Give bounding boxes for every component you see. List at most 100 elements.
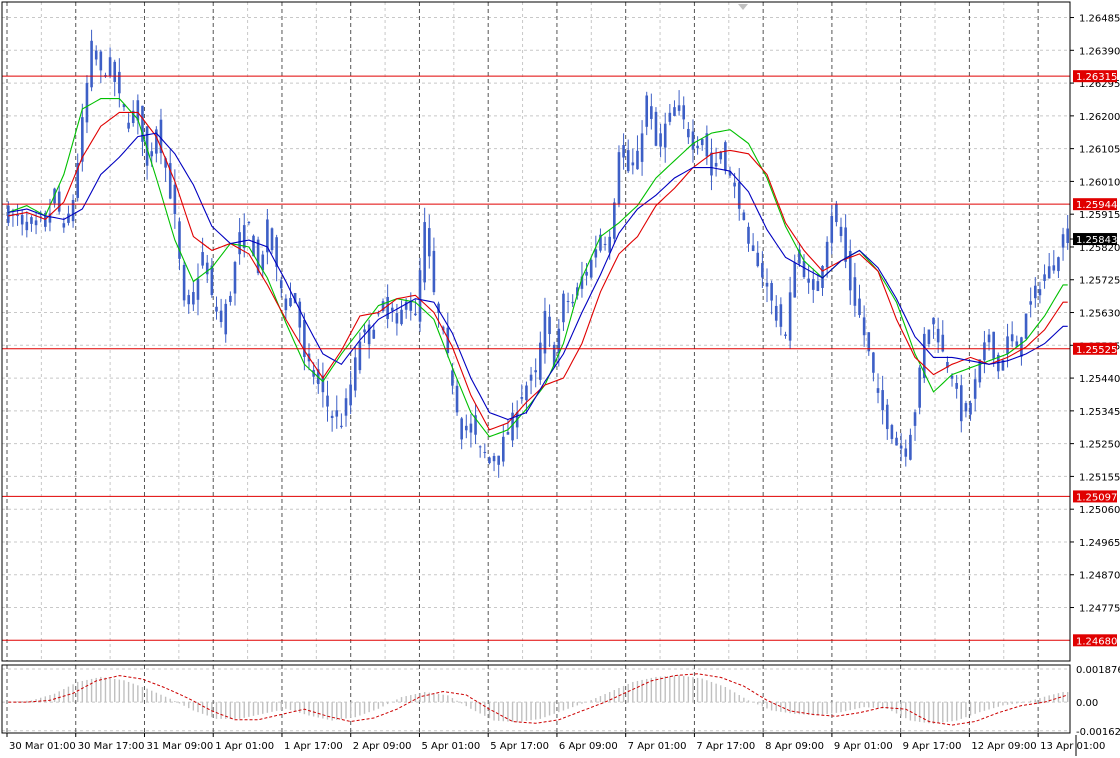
- candle-body: [557, 328, 561, 354]
- candle-body: [682, 105, 686, 120]
- candle-body: [474, 415, 477, 435]
- candle-body: [182, 264, 186, 301]
- candle-body: [654, 111, 658, 146]
- candle-body: [566, 301, 570, 303]
- candle-body: [1034, 285, 1037, 299]
- candle-body: [48, 213, 52, 223]
- candle-body: [113, 61, 117, 82]
- current-price-label: 1.25843: [1076, 235, 1117, 246]
- time-tick-label: 30 Mar 01:00: [9, 741, 76, 752]
- price-panel-border: [1, 1, 1071, 662]
- candle-body: [25, 221, 29, 231]
- candle-body: [955, 382, 958, 389]
- candle-body: [502, 436, 505, 462]
- candle-body: [959, 385, 963, 422]
- level-price-tag: [1073, 70, 1117, 83]
- candle-body: [390, 307, 394, 311]
- candle-body: [187, 295, 191, 305]
- candle-body: [90, 40, 93, 88]
- candle-body: [793, 262, 797, 298]
- candle-body: [483, 451, 487, 453]
- candle-body: [742, 212, 746, 221]
- candle-body: [1024, 313, 1028, 339]
- candle-body: [589, 259, 593, 278]
- candle-body: [543, 310, 547, 354]
- candle-body: [862, 317, 866, 336]
- candle-body: [261, 254, 265, 271]
- candle-body: [210, 265, 214, 295]
- candle-body: [973, 379, 977, 399]
- candle-body: [927, 329, 931, 345]
- candle-body: [922, 333, 926, 379]
- candle-body: [173, 184, 177, 215]
- indicator-axis: 0.001876 0.00 -0.001625: [1076, 665, 1120, 738]
- candle-body: [885, 404, 889, 430]
- candle-body: [751, 245, 755, 251]
- candle-body: [969, 402, 972, 415]
- candle-body: [178, 221, 181, 259]
- candle-body: [580, 276, 584, 289]
- time-axis: 30 Mar 01:00 30 Mar 17:00 31 Mar 09:00 1 Ap…: [6, 733, 1105, 752]
- candle-body: [150, 151, 154, 157]
- candle-body: [617, 152, 621, 205]
- candle-body: [608, 236, 612, 253]
- candle-body: [913, 412, 917, 426]
- moving-average-lines: [8, 98, 1068, 438]
- candle-body: [238, 232, 241, 255]
- indicator-tick-label: 0.001876: [1076, 665, 1120, 676]
- indicator-panel-border: [1, 664, 1071, 734]
- candle-body: [164, 158, 167, 168]
- time-tick-label: 5 Apr 17:00: [490, 741, 549, 752]
- candle-body: [1052, 265, 1056, 271]
- candle-body: [737, 182, 741, 209]
- candle-body: [57, 191, 61, 212]
- candle-body: [626, 150, 630, 172]
- price-grid: [2, 2, 1070, 661]
- candle-body: [798, 249, 801, 264]
- shift-marker-icon: [738, 4, 748, 10]
- candle-body: [770, 283, 773, 301]
- candle-body: [779, 304, 783, 327]
- candle-body: [700, 139, 704, 146]
- candle-body: [131, 110, 135, 124]
- candle-body: [761, 263, 764, 278]
- candle-body: [844, 227, 847, 262]
- candle-body: [511, 412, 514, 441]
- level-price-label: 1.25525: [1076, 345, 1117, 356]
- time-tick-label: 5 Apr 01:00: [421, 741, 480, 752]
- candle-body: [983, 342, 986, 361]
- candle-body: [497, 455, 500, 465]
- price-tick-label: 1.25060: [1079, 505, 1120, 516]
- candle-body: [1066, 228, 1069, 244]
- candle-body: [622, 145, 625, 158]
- candle-body: [594, 249, 598, 258]
- level-price-tag: [1073, 198, 1117, 211]
- candle-body: [552, 344, 556, 368]
- candle-body: [404, 301, 408, 310]
- candle-body: [303, 319, 306, 357]
- candle-body: [816, 281, 820, 292]
- candle-body: [409, 301, 413, 311]
- candle-body: [279, 280, 283, 289]
- time-tick-label: 12 Apr 09:00: [971, 741, 1036, 752]
- candle-body: [34, 220, 38, 226]
- candle-body: [159, 119, 163, 154]
- indicator-panel: [8, 673, 1069, 726]
- candle-body: [890, 425, 894, 439]
- candle-body: [1043, 274, 1046, 281]
- candle-body: [321, 375, 325, 393]
- candle-body: [899, 445, 903, 449]
- candle-body: [76, 163, 80, 198]
- time-tick-label: 13 Apr 01:00: [1040, 741, 1105, 752]
- candle-body: [691, 131, 695, 150]
- time-tick-label: 7 Apr 01:00: [628, 741, 687, 752]
- candle-body: [705, 133, 709, 157]
- candle-body: [358, 341, 362, 371]
- candle-body: [978, 359, 982, 383]
- candle-body: [858, 298, 861, 316]
- candle-body: [155, 129, 158, 154]
- candle-body: [677, 105, 681, 111]
- candle-body: [548, 316, 551, 335]
- candle-body: [599, 234, 602, 251]
